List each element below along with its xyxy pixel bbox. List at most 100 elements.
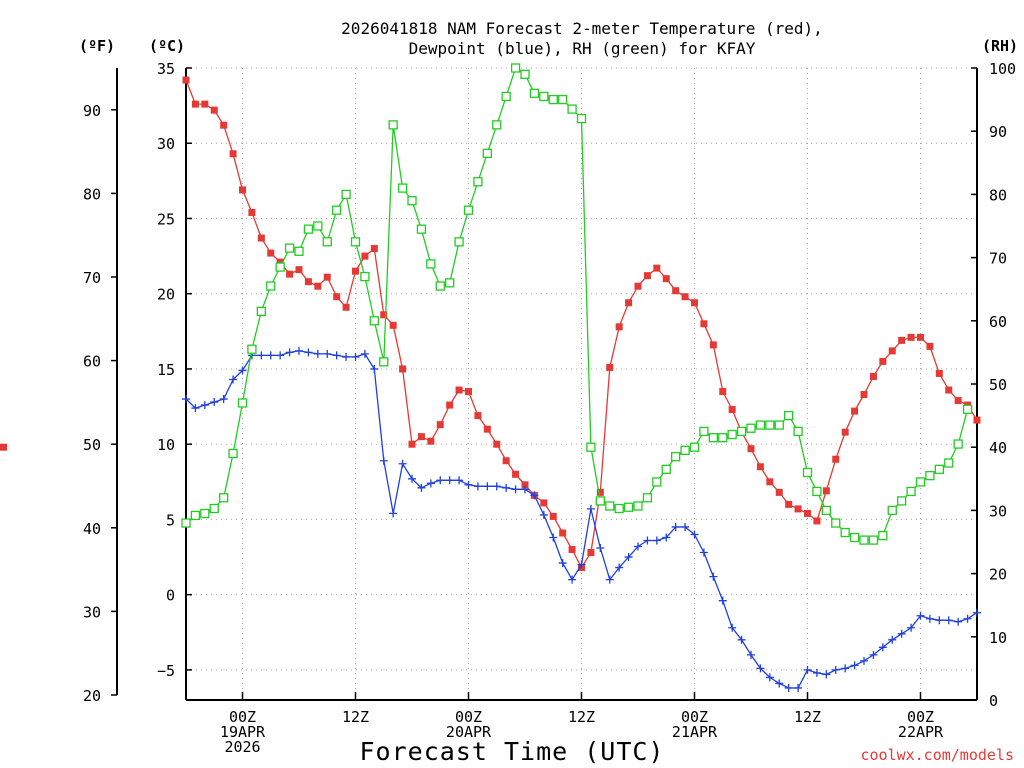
rh-point [350, 237, 361, 247]
dewpoint-point [944, 616, 953, 625]
temperature-point [822, 487, 830, 495]
rh-point [652, 477, 662, 487]
dewpoint-point [521, 485, 529, 494]
rh-point [313, 221, 323, 231]
rh-point [614, 503, 624, 514]
temperature-point [493, 440, 501, 448]
rh-point [793, 426, 803, 437]
dewpoint-point [295, 346, 303, 355]
temperature-point [455, 386, 463, 394]
temperature-point [935, 369, 943, 377]
rh-point [727, 429, 737, 440]
rh-point [247, 344, 257, 354]
temperature-point [304, 278, 312, 286]
temperature-point [869, 372, 877, 380]
rh-point [802, 467, 813, 478]
temperature-point [804, 509, 811, 517]
rh-point [219, 493, 229, 503]
fahrenheit-tick-label: 70 [83, 269, 101, 287]
temperature-point [512, 470, 520, 478]
rh-point [680, 445, 690, 456]
rh-point [887, 505, 897, 516]
dewpoint-point [210, 398, 219, 407]
rh-point [831, 518, 841, 528]
rh-tick-label: 90 [989, 123, 1007, 141]
temperature-point [596, 488, 604, 496]
rh-point [332, 205, 342, 215]
rh-point [605, 501, 615, 511]
rh-point [859, 535, 869, 545]
celsius-tick-label: 35 [157, 60, 175, 78]
rh-point [190, 510, 201, 521]
dewpoint-point [332, 351, 341, 360]
rh-point [953, 439, 963, 449]
rh-point [426, 259, 436, 269]
temperature-point [342, 303, 350, 311]
dewpoint-point [558, 559, 567, 568]
temperature-point [879, 357, 887, 365]
temperature-point [191, 100, 199, 108]
dewpoint-point [643, 536, 652, 545]
temperature-point [813, 517, 821, 525]
rh-point [736, 426, 747, 437]
rh-point [463, 205, 474, 215]
dewpoint-point [389, 509, 398, 518]
temperature-point [587, 549, 595, 557]
rh-point [228, 448, 238, 459]
dewpoint-point [436, 476, 445, 485]
dewpoint-point [718, 596, 727, 605]
dewpoint-point [954, 617, 963, 626]
celsius-tick-label: 20 [157, 286, 175, 304]
time-tick-label: 12Z [568, 708, 595, 726]
temperature-point [314, 282, 322, 290]
celsius-tick-label: 30 [157, 135, 175, 153]
plot-axes [111, 67, 978, 701]
temperature-point [709, 341, 717, 349]
temperature-point [417, 433, 425, 441]
fahrenheit-tick-label: 20 [83, 687, 101, 705]
rh-point [755, 420, 766, 430]
rh-markers [181, 63, 973, 545]
fahrenheit-tick-label: 60 [83, 353, 101, 371]
rh-point [878, 531, 888, 541]
dewpoint-point [831, 665, 840, 674]
rh-point [209, 503, 219, 514]
dewpoint-point [360, 349, 369, 358]
rh-point [576, 113, 587, 124]
dewpoint-point [549, 533, 558, 542]
rh-point [548, 94, 558, 105]
dewpoint-point [417, 483, 426, 492]
dewpoint-point [803, 665, 812, 674]
time-tick-label: 12Z [794, 708, 821, 726]
rh-point [256, 306, 266, 316]
rh-point [416, 224, 427, 234]
dewpoint-point [238, 366, 247, 375]
dewpoint-point [266, 351, 275, 360]
rh-point [492, 120, 502, 130]
rh-point [322, 237, 332, 247]
fahrenheit-axis-label: (ºF) [79, 37, 115, 55]
rh-point [275, 262, 285, 272]
temperature-point [220, 121, 228, 129]
temperature-point [785, 500, 793, 508]
temperature-point [286, 270, 294, 278]
temperature-point [248, 208, 256, 216]
dewpoint-point [963, 614, 972, 623]
rh-point [237, 398, 248, 408]
rh-point [501, 91, 511, 102]
temperature-point [691, 299, 698, 307]
temperature-point [634, 282, 642, 290]
temperature-point [465, 388, 472, 396]
rh-point [445, 278, 455, 288]
rh-point [708, 433, 718, 443]
rh-point [284, 243, 295, 253]
rh-point [897, 496, 907, 506]
time-tick-label: 19APR [220, 723, 266, 741]
dewpoint-point [182, 395, 190, 404]
dewpoint-point [794, 683, 803, 692]
dewpoint-point [605, 575, 614, 584]
rh-tick-label: 40 [989, 439, 1007, 457]
rh-point [407, 196, 417, 206]
dewpoint-point [925, 614, 934, 623]
